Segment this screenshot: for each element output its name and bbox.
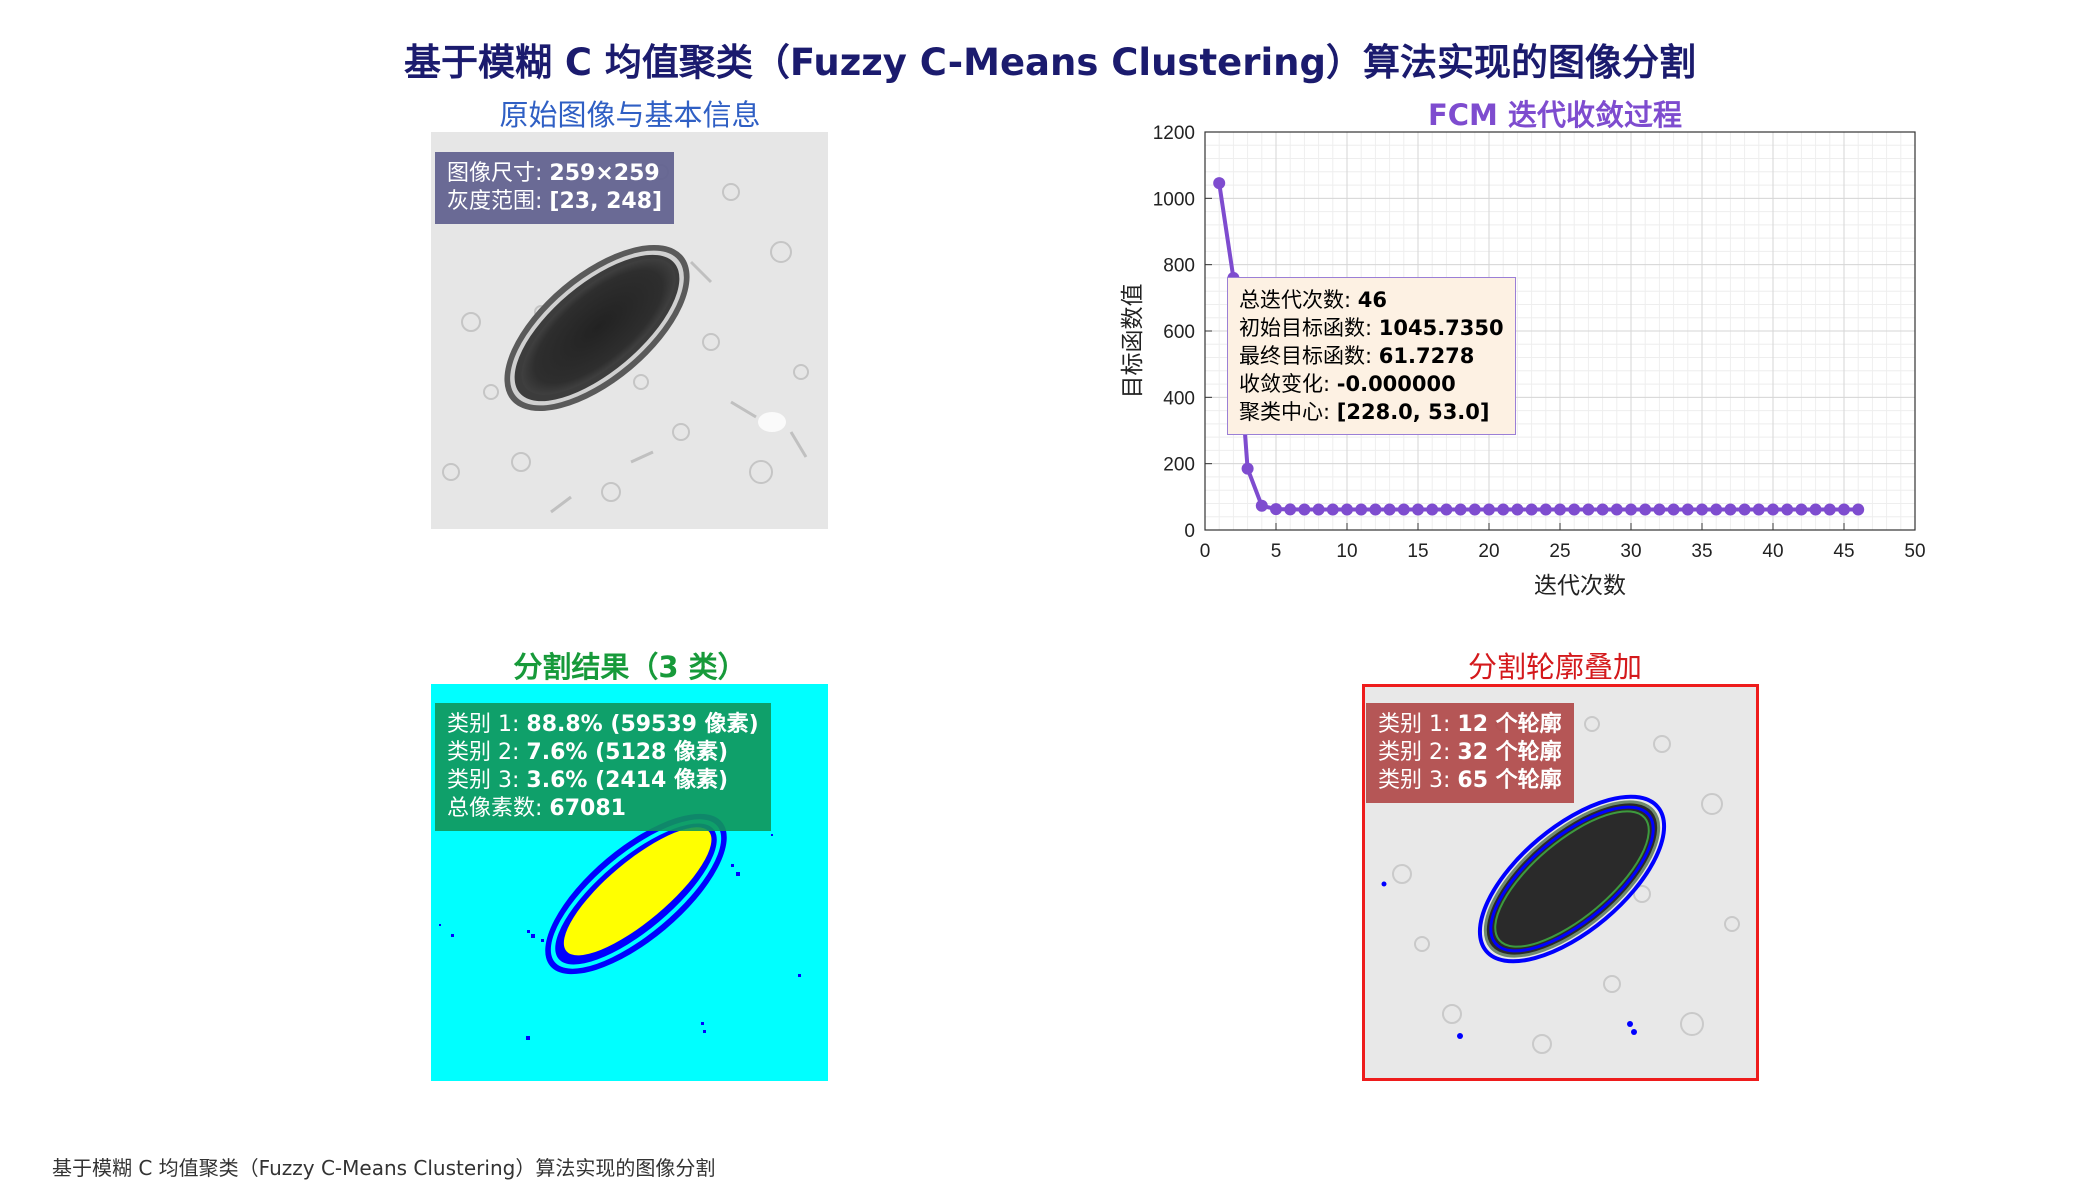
objective-point — [1454, 503, 1467, 516]
objective-point — [1724, 503, 1737, 516]
objective-point — [1383, 503, 1396, 516]
x-tick-label: 35 — [1691, 541, 1712, 562]
objective-point — [1426, 503, 1439, 516]
objective-point — [1213, 177, 1226, 190]
objective-point — [1710, 503, 1723, 516]
x-tick-label: 5 — [1271, 541, 1282, 562]
objective-point — [1241, 462, 1254, 475]
contour-image-panel: 类别 1: 12 个轮廓 类别 2: 32 个轮廓 类别 3: 65 个轮廓 — [1362, 684, 1759, 1081]
info-line-initial-objective: 初始目标函数: 1045.7350 — [1239, 316, 1504, 340]
objective-point — [1610, 503, 1623, 516]
info-line-cluster-centers: 聚类中心: [228.0, 53.0] — [1239, 400, 1490, 424]
x-tick-label: 30 — [1620, 541, 1641, 562]
segmentation-image-panel: 类别 1: 88.8% (59539 像素) 类别 2: 7.6% (5128 … — [431, 684, 828, 1081]
objective-point — [1582, 503, 1595, 516]
objective-point — [1639, 503, 1652, 516]
footer-caption: 基于模糊 C 均值聚类（Fuzzy C-Means Clustering）算法实… — [52, 1156, 716, 1180]
info-line-iterations: 总迭代次数: 46 — [1239, 288, 1387, 312]
objective-point — [1440, 503, 1453, 516]
objective-point — [1752, 503, 1765, 516]
objective-point — [1326, 503, 1339, 516]
objective-point — [1497, 503, 1510, 516]
objective-point — [1696, 503, 1708, 516]
y-tick-label: 1000 — [1153, 189, 1195, 210]
convergence-panel-title: FCM 迭代收敛过程 — [1427, 98, 1683, 132]
objective-point — [1823, 503, 1836, 516]
y-tick-label: 600 — [1163, 322, 1195, 343]
objective-point — [1852, 503, 1865, 516]
info-line-class2-contours: 类别 2: 32 个轮廓 — [1378, 740, 1562, 765]
objective-point — [1795, 503, 1808, 516]
main-title: 基于模糊 C 均值聚类（Fuzzy C-Means Clustering）算法实… — [404, 41, 1696, 84]
objective-point — [1667, 503, 1680, 516]
objective-point — [1255, 499, 1268, 512]
objective-point — [1554, 503, 1566, 516]
y-tick-label: 0 — [1184, 521, 1195, 542]
x-tick-label: 50 — [1904, 541, 1925, 562]
x-tick-label: 0 — [1200, 541, 1211, 562]
objective-point — [1341, 503, 1353, 516]
objective-point — [1596, 503, 1609, 516]
objective-point — [1568, 503, 1581, 516]
objective-point — [1298, 503, 1311, 516]
objective-point — [1468, 503, 1481, 516]
x-tick-label: 10 — [1336, 541, 1357, 562]
objective-point — [1369, 503, 1382, 516]
plot-frame — [1204, 131, 1916, 531]
objective-point — [1653, 503, 1666, 516]
info-line-final-objective: 最终目标函数: 61.7278 — [1239, 344, 1475, 368]
info-line-gray-range: 灰度范围: [23, 248] — [447, 189, 663, 214]
segmentation-info-box: 类别 1: 88.8% (59539 像素) 类别 2: 7.6% (5128 … — [435, 703, 771, 831]
objective-point — [1625, 503, 1637, 516]
objective-point — [1838, 503, 1850, 516]
segmentation-panel-title: 分割结果（3 类） — [513, 650, 747, 684]
convergence-info-box: 总迭代次数: 46 初始目标函数: 1045.7350 最终目标函数: 61.7… — [1227, 277, 1516, 435]
objective-point — [1412, 503, 1424, 516]
objective-point — [1355, 503, 1368, 516]
objective-point — [1809, 503, 1822, 516]
objective-point — [1767, 503, 1779, 516]
objective-series-line — [1217, 182, 1859, 512]
objective-point — [1284, 503, 1297, 516]
x-tick-label: 15 — [1407, 541, 1428, 562]
x-tick-label: 45 — [1833, 541, 1854, 562]
original-panel-title: 原始图像与基本信息 — [499, 98, 761, 132]
y-tick-label: 200 — [1163, 455, 1195, 476]
original-image-panel: 图像尺寸: 259×259 灰度范围: [23, 248] — [431, 132, 828, 529]
info-line-size: 图像尺寸: 259×259 — [447, 161, 660, 186]
objective-point — [1738, 503, 1751, 516]
objective-point — [1539, 503, 1552, 516]
info-line-class3-contours: 类别 3: 65 个轮廓 — [1378, 768, 1562, 793]
objective-point — [1312, 503, 1325, 516]
info-line-class1-contours: 类别 1: 12 个轮廓 — [1378, 712, 1562, 737]
info-line-total-pixels: 总像素数: 67081 — [447, 796, 626, 821]
y-tick-label: 800 — [1163, 256, 1195, 277]
original-info-box: 图像尺寸: 259×259 灰度范围: [23, 248] — [435, 152, 675, 224]
objective-point — [1525, 503, 1538, 516]
info-line-class2: 类别 2: 7.6% (5128 像素) — [447, 740, 729, 765]
info-line-convergence-change: 收敛变化: -0.000000 — [1239, 372, 1456, 396]
objective-point — [1681, 503, 1694, 516]
objective-point — [1511, 503, 1524, 516]
info-line-class1: 类别 1: 88.8% (59539 像素) — [447, 712, 759, 737]
objective-point — [1397, 503, 1410, 516]
objective-point — [1483, 503, 1495, 516]
x-tick-label: 20 — [1478, 541, 1499, 562]
contour-panel-title: 分割轮廓叠加 — [1467, 650, 1642, 684]
y-tick-label: 400 — [1163, 388, 1195, 409]
x-axis-label: 迭代次数 — [1534, 573, 1626, 599]
objective-point — [1781, 503, 1794, 516]
y-axis-label: 目标函数值 — [1120, 283, 1146, 399]
y-tick-label: 1200 — [1153, 123, 1195, 144]
info-line-class3: 类别 3: 3.6% (2414 像素) — [447, 768, 729, 793]
x-tick-label: 40 — [1762, 541, 1783, 562]
x-tick-label: 25 — [1549, 541, 1570, 562]
objective-point — [1270, 503, 1282, 516]
contour-info-box: 类别 1: 12 个轮廓 类别 2: 32 个轮廓 类别 3: 65 个轮廓 — [1366, 703, 1574, 803]
contour-frame — [1362, 684, 1759, 1081]
convergence-chart: 0 5 10 15 20 25 30 35 40 45 50 0 200 400 600 800 1000 120… — [1100, 120, 2040, 610]
